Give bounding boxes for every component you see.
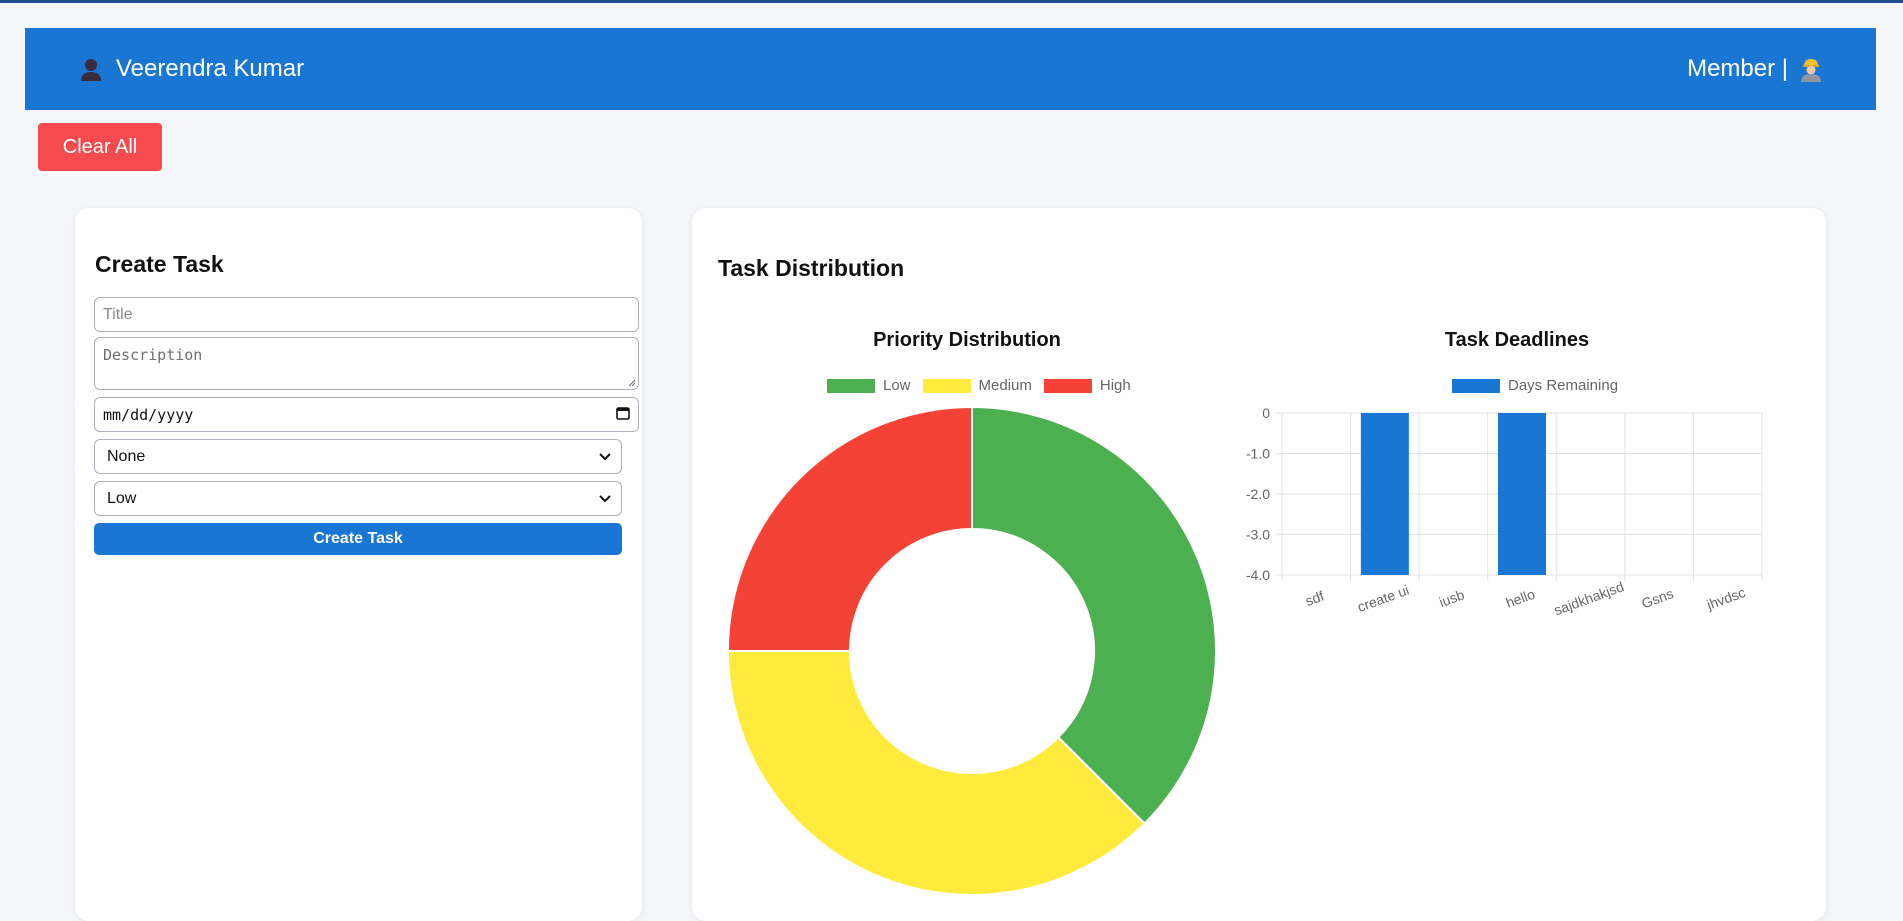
legend-item-low[interactable]: Low (827, 377, 911, 394)
bar-x-tick-label: iusb (1437, 586, 1467, 610)
bar-x-tick-label: sdf (1303, 588, 1326, 609)
create-task-card: Create Task Title Description mm/dd/yyyy… (75, 208, 642, 921)
chevron-down-icon (599, 448, 611, 466)
distribution-heading: Task Distribution (718, 255, 905, 281)
create-task-button[interactable]: Create Task (94, 523, 622, 555)
title-placeholder: Title (103, 305, 133, 323)
bar-y-tick-label: -1.0 (1246, 446, 1270, 462)
title-input[interactable]: Title (94, 297, 639, 332)
bar-create-ui[interactable] (1360, 413, 1409, 575)
legend-swatch-low (827, 378, 875, 393)
due-date-input[interactable]: mm/dd/yyyy (94, 397, 639, 432)
chevron-down-icon (599, 490, 611, 508)
role-label: Member | (1687, 55, 1788, 82)
bar-x-tick-label: create ui (1355, 582, 1411, 615)
deadlines-bar-chart: 0 -1.0 -2.0 -3.0 -4.0 sdf create ui iusb hello sa… (1246, 405, 1763, 618)
role-info: Member | (1687, 55, 1824, 83)
bar-x-tick-label: Gsns (1639, 585, 1675, 611)
user-name: Veerendra Kumar (116, 55, 305, 82)
bar-x-tick-label: jhvdsc (1704, 584, 1748, 613)
task-distribution-card: Task Distribution Priority Distribution … (692, 208, 1826, 921)
pie-chart-title: Priority Distribution (873, 329, 1061, 351)
doughnut-slice-low[interactable] (971, 405, 1217, 825)
doughnut-slice-high[interactable] (726, 405, 973, 652)
bar-chart-title: Task Deadlines (1444, 329, 1590, 351)
description-textarea[interactable]: Description (94, 337, 639, 390)
legend-swatch-medium (922, 378, 971, 393)
clear-all-button[interactable]: Clear All (38, 123, 162, 171)
legend-item-days-remaining[interactable]: Days Remaining (1452, 377, 1618, 394)
bar-y-tick-label: -3.0 (1246, 527, 1270, 543)
bar-hello[interactable] (1498, 413, 1546, 575)
priority-select[interactable]: Low (94, 481, 622, 516)
doughnut-slice-medium[interactable] (726, 650, 1146, 896)
date-placeholder: mm/dd/yyyy (103, 405, 194, 424)
legend-swatch-days-remaining (1452, 378, 1500, 393)
legend-label-low: Low (883, 377, 911, 394)
worker-avatar-icon (1798, 56, 1824, 82)
app-header: Veerendra Kumar Member | (25, 28, 1876, 110)
create-task-heading: Create Task (95, 251, 224, 277)
resize-grip-icon[interactable] (628, 379, 636, 387)
top-border (0, 0, 1903, 3)
bar-legend: Days Remaining (1452, 377, 1618, 394)
priority-value: Low (107, 489, 137, 507)
pie-legend: Low Medium High (827, 377, 1131, 394)
bar-x-tick-label: hello (1504, 586, 1537, 611)
legend-swatch-high (1043, 378, 1092, 393)
legend-label-days-remaining: Days Remaining (1508, 377, 1619, 394)
assignee-select[interactable]: None (94, 439, 622, 474)
legend-label-high: High (1099, 377, 1131, 394)
legend-label-medium: Medium (978, 377, 1032, 394)
legend-item-medium[interactable]: Medium (922, 377, 1032, 394)
bar-y-tick-label: -2.0 (1246, 486, 1270, 502)
bar-x-tick-label: sajdkhakjsd (1552, 578, 1626, 618)
priority-doughnut-chart (726, 405, 1217, 896)
description-placeholder: Description (103, 346, 203, 364)
calendar-icon[interactable] (616, 406, 630, 424)
user-info: Veerendra Kumar (78, 55, 304, 83)
bar-y-tick-label: -4.0 (1246, 567, 1270, 583)
user-avatar-icon (78, 56, 104, 82)
legend-item-high[interactable]: High (1043, 377, 1131, 394)
assignee-value: None (107, 447, 146, 465)
bar-y-tick-label: 0 (1262, 405, 1270, 421)
